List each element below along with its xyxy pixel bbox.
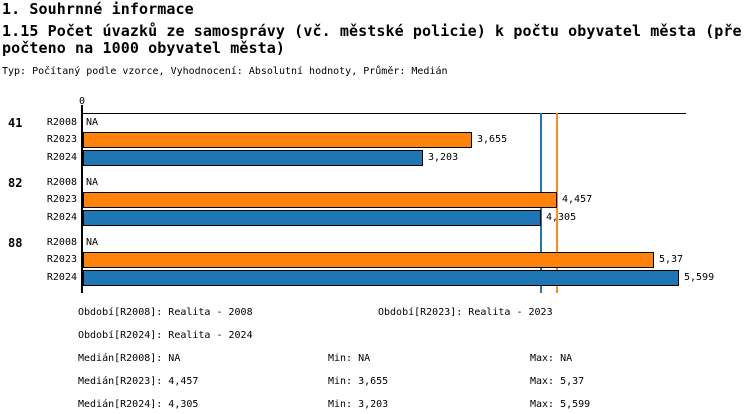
bar-value-label: 5,37 bbox=[659, 254, 684, 265]
bar-value-label: 3,203 bbox=[428, 152, 459, 163]
row-label-R2024: R2024 bbox=[46, 272, 77, 283]
row-label-R2008: R2008 bbox=[46, 177, 77, 188]
row-label-R2023: R2023 bbox=[46, 134, 77, 145]
bar-value-label: 4,305 bbox=[546, 212, 577, 223]
bar-R2024 bbox=[83, 150, 423, 166]
bar-value-label: 4,457 bbox=[562, 194, 593, 205]
na-value-label: NA bbox=[86, 117, 99, 128]
category-label: 88 bbox=[8, 236, 23, 250]
row-label-R2023: R2023 bbox=[46, 254, 77, 265]
footer-min-label: Min: 3,203 bbox=[328, 399, 389, 410]
chart-title-line2: počteno na 1000 obyvatel města) bbox=[2, 39, 286, 57]
x-axis-top-line bbox=[81, 113, 686, 114]
row-label-R2008: R2008 bbox=[46, 237, 77, 248]
row-label-R2024: R2024 bbox=[46, 212, 77, 223]
median-line-R2023 bbox=[556, 113, 558, 293]
footer-period-label: Období[R2008]: Realita - 2008 bbox=[78, 307, 253, 318]
footer-max-label: Max: 5,37 bbox=[530, 376, 585, 387]
bar-value-label: 5,599 bbox=[684, 272, 715, 283]
row-label-R2024: R2024 bbox=[46, 152, 77, 163]
category-label: 82 bbox=[8, 176, 23, 190]
bar-R2023 bbox=[83, 192, 557, 208]
section-title: 1. Souhrnné informace bbox=[2, 0, 194, 18]
bar-R2023 bbox=[83, 252, 654, 268]
footer-min-label: Min: NA bbox=[328, 353, 371, 364]
footer-period-label: Období[R2023]: Realita - 2023 bbox=[378, 307, 553, 318]
na-value-label: NA bbox=[86, 237, 99, 248]
bar-R2024 bbox=[83, 210, 541, 226]
category-label: 41 bbox=[8, 116, 23, 130]
footer-median-label: Medián[R2024]: 4,305 bbox=[78, 399, 199, 410]
chart-meta-line: Typ: Počítaný podle vzorce, Vyhodnocení:… bbox=[2, 66, 448, 77]
footer-max-label: Max: NA bbox=[530, 353, 573, 364]
bar-R2023 bbox=[83, 132, 472, 148]
footer-min-label: Min: 3,655 bbox=[328, 376, 389, 387]
chart-title-line1: 1.15 Počet úvazků ze samosprávy (vč. měs… bbox=[2, 22, 742, 40]
footer-median-label: Medián[R2023]: 4,457 bbox=[78, 376, 199, 387]
na-value-label: NA bbox=[86, 177, 99, 188]
x-axis-zero-label: 0 bbox=[78, 96, 86, 107]
footer-median-label: Medián[R2008]: NA bbox=[78, 353, 181, 364]
footer-period-label: Období[R2024]: Realita - 2024 bbox=[78, 330, 253, 341]
bar-value-label: 3,655 bbox=[477, 134, 508, 145]
row-label-R2008: R2008 bbox=[46, 117, 77, 128]
row-label-R2023: R2023 bbox=[46, 194, 77, 205]
bar-R2024 bbox=[83, 270, 679, 286]
y-axis-line bbox=[81, 105, 83, 293]
footer-max-label: Max: 5,599 bbox=[530, 399, 591, 410]
